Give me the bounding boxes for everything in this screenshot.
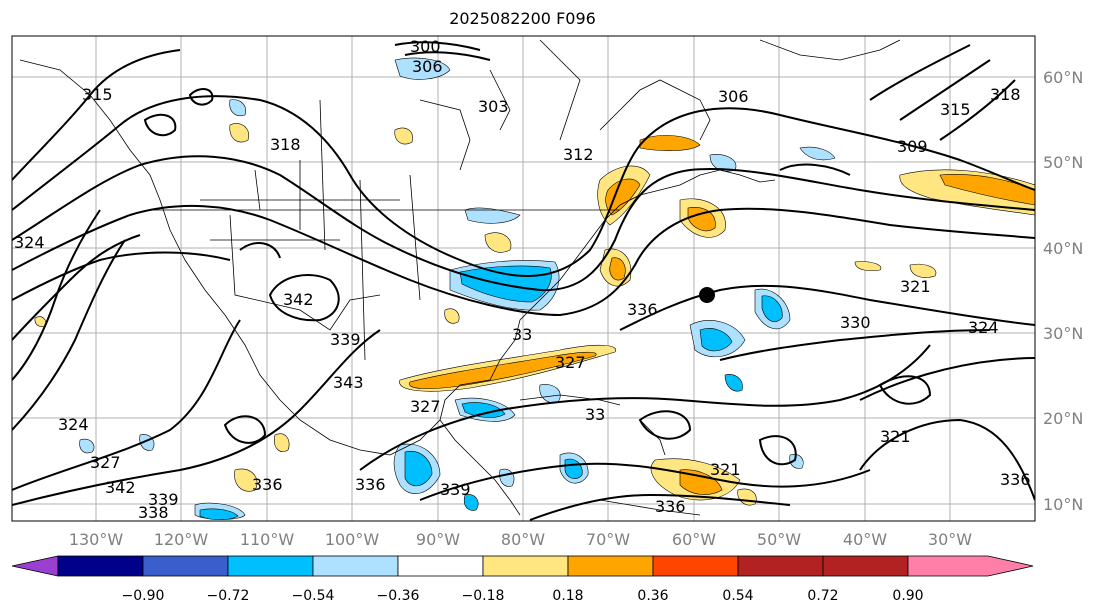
colorbar-ticks: −0.90 −0.72 −0.54 −0.36 −0.18 0.18 0.36 …: [122, 588, 924, 604]
graticule: [12, 36, 1035, 521]
contour-label: 303: [478, 97, 509, 116]
black-dot-marker: [699, 287, 715, 303]
contour-label: 338: [138, 503, 169, 522]
lon-label: 80°W: [501, 530, 545, 549]
lat-label: 50°N: [1043, 153, 1083, 172]
contour-label: 339: [330, 330, 361, 349]
colorbar-tick-label: −0.90: [122, 588, 165, 604]
contour-label: 315: [82, 85, 113, 104]
lat-label: 40°N: [1043, 239, 1083, 258]
colorbar-bin: [737, 555, 824, 577]
contour-label: 327: [410, 397, 441, 416]
contour-label: 343: [333, 373, 364, 392]
colorbar-bin: [227, 555, 314, 577]
colorbar-bin: [482, 555, 569, 577]
contour-label: 300: [410, 37, 441, 56]
contour-label: 321: [710, 460, 741, 479]
colorbar: [11, 555, 1034, 577]
contour-label: 327: [555, 353, 586, 372]
contour-label: 324: [58, 415, 89, 434]
lon-label: 50°W: [757, 530, 801, 549]
contour-label: 312: [563, 145, 594, 164]
contour-label: 336: [252, 475, 283, 494]
colorbar-extend-high: [907, 555, 1034, 577]
contour-label: 339: [148, 490, 179, 509]
lon-label: 60°W: [672, 530, 716, 549]
lon-label: 30°W: [928, 530, 972, 549]
lon-label: 120°W: [154, 530, 209, 549]
contour-label: 342: [283, 290, 314, 309]
colorbar-tick-label: 0.90: [892, 588, 923, 604]
shaded-anomalies: [34, 57, 1035, 521]
contour-label: 309: [897, 137, 928, 156]
colorbar-bin: [57, 555, 144, 577]
contour-label: 306: [718, 87, 749, 106]
colorbar-tick-label: 0.54: [722, 588, 753, 604]
colorbar-bin: [822, 555, 909, 577]
contour-label: 33: [585, 405, 605, 424]
map-title: 2025082200 F096: [449, 9, 596, 28]
lat-label: 30°N: [1043, 324, 1083, 343]
colorbar-bin: [567, 555, 654, 577]
lon-label: 90°W: [416, 530, 460, 549]
colorbar-tick-label: 0.72: [807, 588, 838, 604]
contour-label: 336: [655, 497, 686, 516]
latitude-labels: 60°N 50°N 40°N 30°N 20°N 10°N: [1043, 68, 1083, 514]
lon-label: 130°W: [69, 530, 124, 549]
contour-label: 321: [900, 277, 931, 296]
contour-label: 327: [90, 453, 121, 472]
contour-label: 315: [940, 100, 971, 119]
lat-label: 60°N: [1043, 68, 1083, 87]
colorbar-tick-label: 0.36: [637, 588, 668, 604]
colorbar-tick-label: −0.36: [377, 588, 420, 604]
colorbar-tick-label: −0.72: [207, 588, 250, 604]
contour-labels: 300 306 303 315 318 312 306 315 318 309 …: [14, 37, 1031, 522]
contours: [12, 41, 1035, 521]
colorbar-extend-low: [11, 555, 59, 577]
colorbar-tick-label: 0.18: [552, 588, 583, 604]
lon-label: 70°W: [586, 530, 630, 549]
contour-label: 336: [627, 300, 658, 319]
lat-label: 10°N: [1043, 495, 1083, 514]
colorbar-bin: [397, 555, 484, 577]
colorbar-bin: [652, 555, 739, 577]
contour-label: 336: [355, 475, 386, 494]
contour-label: 318: [270, 135, 301, 154]
contour-label: 306: [412, 57, 443, 76]
lon-label: 110°W: [240, 530, 295, 549]
contour-label: 318: [990, 85, 1021, 104]
contour-label: 324: [968, 318, 999, 337]
colorbar-tick-label: −0.54: [292, 588, 335, 604]
contour-label: 339: [440, 480, 471, 499]
colorbar-tick-label: −0.18: [462, 588, 505, 604]
lon-label: 100°W: [325, 530, 380, 549]
contour-label: 330: [840, 313, 871, 332]
contour-label: 324: [14, 233, 45, 252]
colorbar-bin: [312, 555, 399, 577]
map-border: [11, 35, 1036, 522]
contour-label: 336: [1000, 470, 1031, 489]
contour-label: 33: [512, 325, 532, 344]
lat-label: 20°N: [1043, 409, 1083, 428]
longitude-labels: 130°W 120°W 110°W 100°W 90°W 80°W 70°W 6…: [69, 530, 972, 549]
contour-label: 321: [880, 427, 911, 446]
lon-label: 40°W: [843, 530, 887, 549]
coastlines: [19, 39, 901, 516]
contour-label: 342: [105, 478, 136, 497]
colorbar-bin: [142, 555, 229, 577]
